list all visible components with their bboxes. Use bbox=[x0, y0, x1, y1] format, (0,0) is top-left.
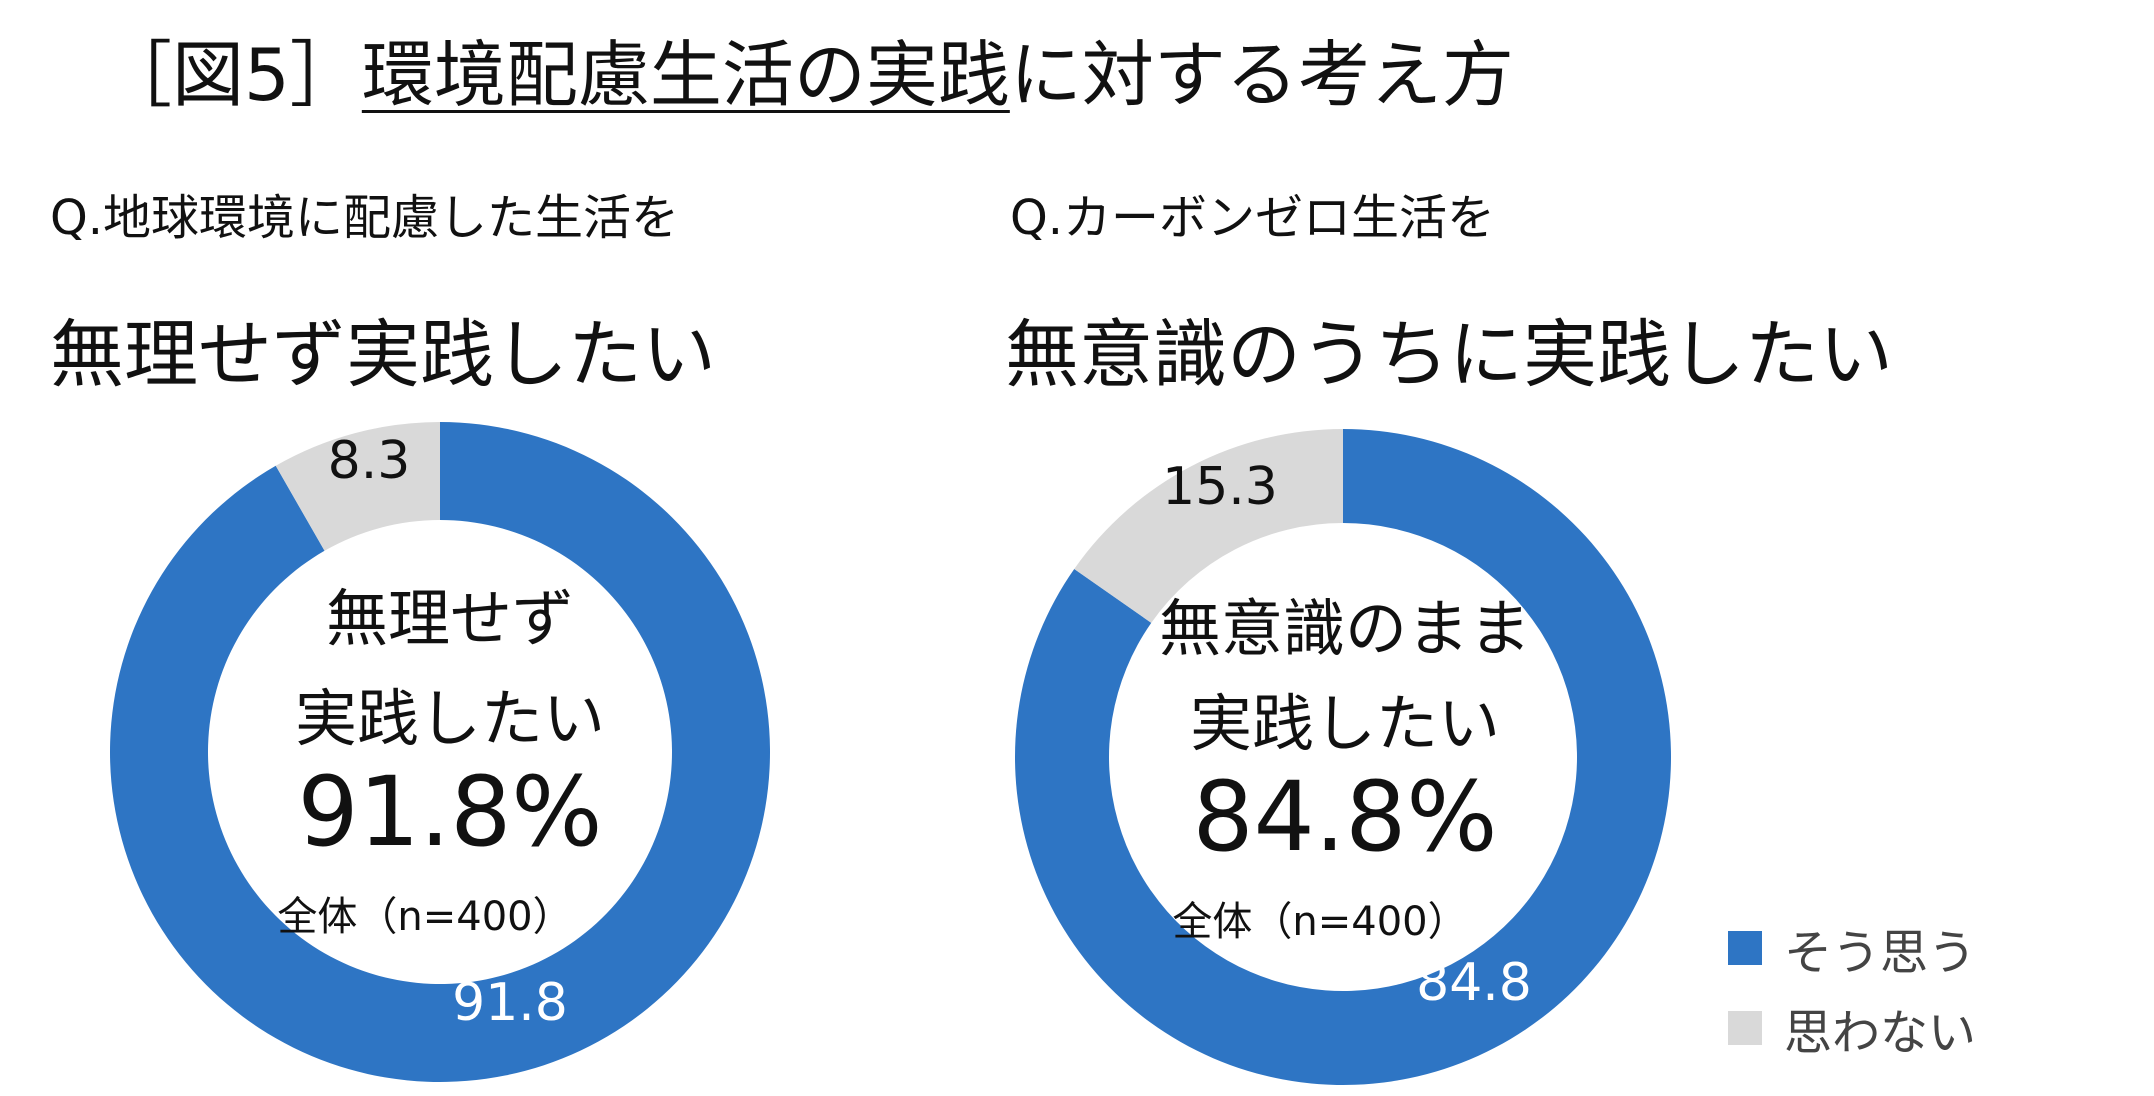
title-suffix: に対する考え方 bbox=[1009, 33, 1514, 117]
left-donut-slice-disagree bbox=[275, 422, 440, 551]
left-center-value: 91.8% bbox=[298, 756, 603, 868]
left-subtitle: 無理せず実践したい bbox=[50, 312, 716, 398]
legend: そう思う 思わない bbox=[1728, 908, 1976, 1068]
left-center-text: 無理せず 実践したい 91.8% 全体（n=400） bbox=[277, 582, 605, 940]
legend-label-disagree: 思わない bbox=[1784, 1005, 1977, 1061]
left-base-note: 全体（n=400） bbox=[277, 894, 572, 940]
page-title: ［図5］環境配慮生活の実践に対する考え方 bbox=[100, 30, 1514, 120]
legend-swatch-disagree bbox=[1728, 1011, 1762, 1045]
right-question: Q.カーボンゼロ生活を bbox=[1010, 190, 1496, 246]
right-base-note: 全体（n=400） bbox=[1172, 899, 1467, 945]
right-center-value: 84.8% bbox=[1193, 761, 1498, 873]
right-data-label-disagree: 15.3 bbox=[1162, 457, 1278, 517]
left-question: Q.地球環境に配慮した生活を bbox=[50, 190, 680, 246]
left-center-line2: 実践したい bbox=[295, 682, 605, 755]
donut-chart-left: 91.8 8.3 bbox=[110, 422, 771, 1082]
legend-label-agree: そう思う bbox=[1784, 925, 1977, 981]
left-data-label-disagree: 8.3 bbox=[328, 431, 411, 491]
left-data-label-agree: 91.8 bbox=[452, 973, 568, 1033]
right-center-line1: 無意識のまま bbox=[1159, 592, 1531, 665]
donut-chart-right: 84.8 15.3 bbox=[1015, 428, 1672, 1085]
legend-item-disagree: 思わない bbox=[1728, 988, 1976, 1068]
legend-item-agree: そう思う bbox=[1728, 908, 1976, 988]
right-center-text: 無意識のまま 実践したい 84.8% 全体（n=400） bbox=[1159, 592, 1531, 945]
legend-swatch-agree bbox=[1728, 931, 1762, 965]
left-donut-slice-agree bbox=[110, 422, 771, 1082]
right-center-line2: 実践したい bbox=[1190, 687, 1500, 760]
title-underlined: 環境配慮生活の実践 bbox=[361, 33, 1010, 117]
right-donut-slice-disagree bbox=[1074, 428, 1343, 623]
left-center-line1: 無理せず bbox=[326, 582, 574, 655]
right-data-label-agree: 84.8 bbox=[1416, 953, 1532, 1013]
title-prefix: ［図5］ bbox=[100, 33, 362, 117]
right-subtitle: 無意識のうちに実践したい bbox=[1005, 312, 1893, 398]
